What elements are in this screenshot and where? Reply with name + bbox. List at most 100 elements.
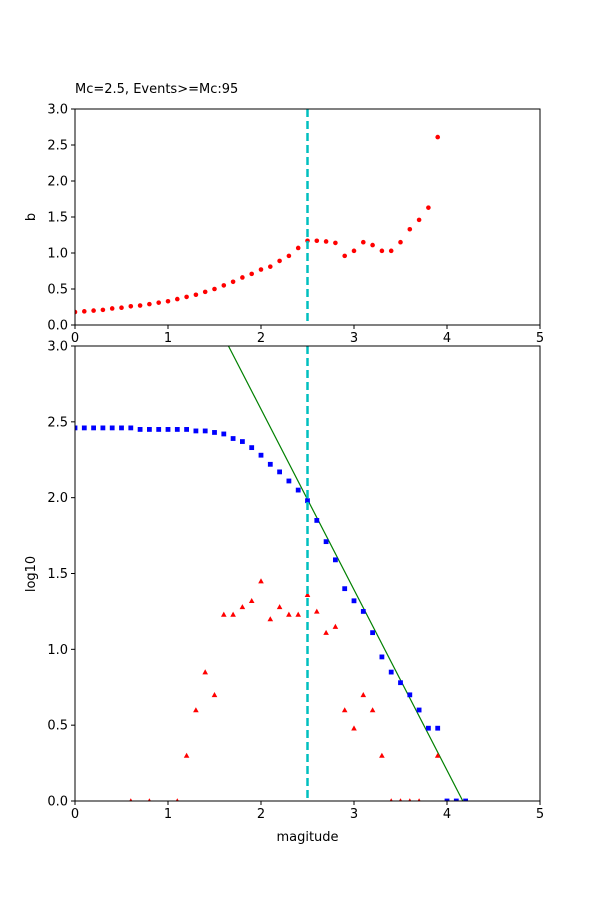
data-point — [351, 598, 357, 604]
data-point — [258, 267, 264, 272]
data-point — [286, 478, 292, 484]
data-point — [221, 283, 227, 288]
data-point — [147, 301, 152, 307]
data-point — [295, 245, 301, 251]
data-point — [314, 518, 320, 523]
data-point — [156, 427, 162, 432]
data-point — [165, 298, 171, 304]
data-point — [147, 427, 152, 432]
data-point — [286, 611, 292, 617]
data-point — [277, 469, 282, 475]
y-tick-label: 0.0 — [47, 319, 68, 334]
x-tick-label: 4 — [443, 331, 451, 346]
data-point — [268, 264, 273, 269]
data-point — [239, 604, 246, 610]
data-point — [137, 303, 143, 308]
data-point — [416, 217, 422, 223]
data-point — [128, 303, 134, 309]
data-point — [417, 798, 421, 801]
x-tick-label: 3 — [350, 331, 358, 346]
data-point — [258, 452, 264, 458]
data-point — [221, 431, 227, 437]
y-tick-label: 2.5 — [47, 139, 68, 154]
data-point — [100, 425, 106, 431]
data-point — [109, 425, 115, 431]
data-point — [361, 239, 366, 245]
data-point — [109, 306, 115, 311]
data-point — [314, 608, 320, 614]
y-tick-label: 1.0 — [47, 643, 68, 658]
data-point — [426, 725, 431, 731]
data-point — [156, 300, 161, 305]
data-point — [379, 752, 385, 758]
data-point — [379, 654, 385, 660]
b-value-panel: Mc=2.5, Events>=Mc:95 b 0 1 2 3 4 5 0.0 0.5 1.0… — [24, 82, 544, 346]
fit-line — [227, 346, 464, 801]
data-point — [342, 586, 348, 592]
data-point — [369, 707, 376, 713]
y-tick-label: 2.5 — [47, 415, 68, 430]
bottom-y-axis-label: log10 — [24, 556, 39, 592]
data-point — [305, 498, 310, 504]
y-tick-label: 0.5 — [47, 719, 68, 734]
data-point — [184, 427, 189, 432]
data-point — [435, 725, 441, 731]
data-point — [444, 798, 450, 801]
data-point — [407, 226, 413, 232]
bottom-x-axis-label: magitude — [276, 830, 338, 845]
data-point — [323, 239, 329, 244]
data-point — [202, 428, 208, 434]
data-point — [175, 296, 180, 302]
data-point — [342, 253, 348, 259]
data-point — [129, 798, 133, 801]
x-tick-label: 0 — [71, 807, 79, 822]
bottom-y-ticks: 0.0 0.5 1.0 1.5 2.0 2.5 3.0 — [47, 340, 75, 810]
top-plot-area — [75, 109, 441, 325]
data-point — [230, 279, 236, 285]
y-tick-label: 0.0 — [47, 795, 68, 810]
data-point — [184, 294, 189, 300]
data-point — [75, 309, 78, 315]
data-point — [258, 578, 264, 584]
data-point — [128, 425, 134, 431]
data-point — [267, 616, 274, 622]
data-point — [332, 623, 339, 629]
data-point — [286, 253, 292, 259]
x-tick-label: 3 — [350, 807, 358, 822]
y-tick-label: 1.5 — [47, 211, 68, 226]
x-tick-label: 2 — [257, 331, 265, 346]
data-point — [147, 798, 151, 801]
top-y-ticks: 0.0 0.5 1.0 1.5 2.0 2.5 3.0 — [47, 103, 75, 334]
data-point — [267, 461, 273, 467]
x-tick-label: 2 — [257, 807, 265, 822]
data-point — [416, 707, 422, 713]
y-tick-label: 2.0 — [47, 491, 68, 506]
y-tick-label: 3.0 — [47, 340, 68, 355]
bottom-x-ticks: 0 1 2 3 4 5 — [71, 801, 544, 822]
data-point — [295, 611, 301, 617]
y-tick-label: 1.0 — [47, 247, 68, 262]
data-point — [463, 798, 468, 801]
data-point — [426, 205, 431, 210]
data-point — [379, 248, 385, 254]
data-point — [389, 798, 393, 801]
data-point — [248, 598, 255, 604]
data-point — [119, 305, 124, 311]
data-point — [249, 271, 254, 277]
data-point — [240, 439, 245, 444]
data-point — [277, 258, 282, 264]
frequency-magnitude-panel: log10 magitude 0 1 2 3 4 5 0.0 0.5 1.0 1.5 2.0 2.5… — [24, 340, 544, 846]
data-point — [137, 427, 143, 432]
data-point — [408, 798, 412, 801]
data-point — [295, 487, 301, 493]
data-point — [81, 425, 87, 431]
data-point — [75, 425, 78, 431]
data-point — [221, 611, 227, 617]
data-point — [314, 238, 320, 244]
y-tick-label: 0.5 — [47, 283, 68, 298]
y-tick-label: 3.0 — [47, 103, 68, 118]
data-point — [82, 309, 87, 314]
data-point — [370, 242, 375, 248]
data-point — [212, 286, 217, 292]
